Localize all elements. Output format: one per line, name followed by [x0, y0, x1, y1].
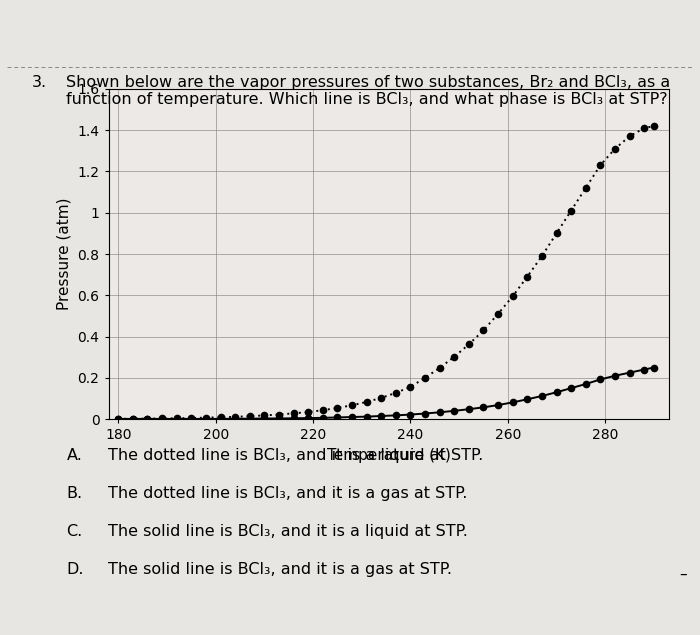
Text: A.: A.	[66, 448, 83, 463]
Text: The dotted line is BCl₃, and it is a gas at STP.: The dotted line is BCl₃, and it is a gas…	[108, 486, 468, 501]
Text: B.: B.	[66, 486, 83, 501]
Text: The solid line is BCl₃, and it is a gas at STP.: The solid line is BCl₃, and it is a gas …	[108, 562, 452, 577]
Text: The dotted line is BCl₃, and it is a liquid at STP.: The dotted line is BCl₃, and it is a liq…	[108, 448, 484, 463]
Text: 3.: 3.	[32, 75, 47, 90]
X-axis label: Temperature (K): Temperature (K)	[327, 448, 450, 463]
Text: D.: D.	[66, 562, 84, 577]
Text: The solid line is BCl₃, and it is a liquid at STP.: The solid line is BCl₃, and it is a liqu…	[108, 524, 468, 539]
Text: C.: C.	[66, 524, 83, 539]
Text: –: –	[679, 566, 687, 582]
Y-axis label: Pressure (atm): Pressure (atm)	[57, 197, 72, 311]
Text: Shown below are the vapor pressures of two substances, Br₂ and BCl₃, as a
functi: Shown below are the vapor pressures of t…	[66, 75, 671, 107]
